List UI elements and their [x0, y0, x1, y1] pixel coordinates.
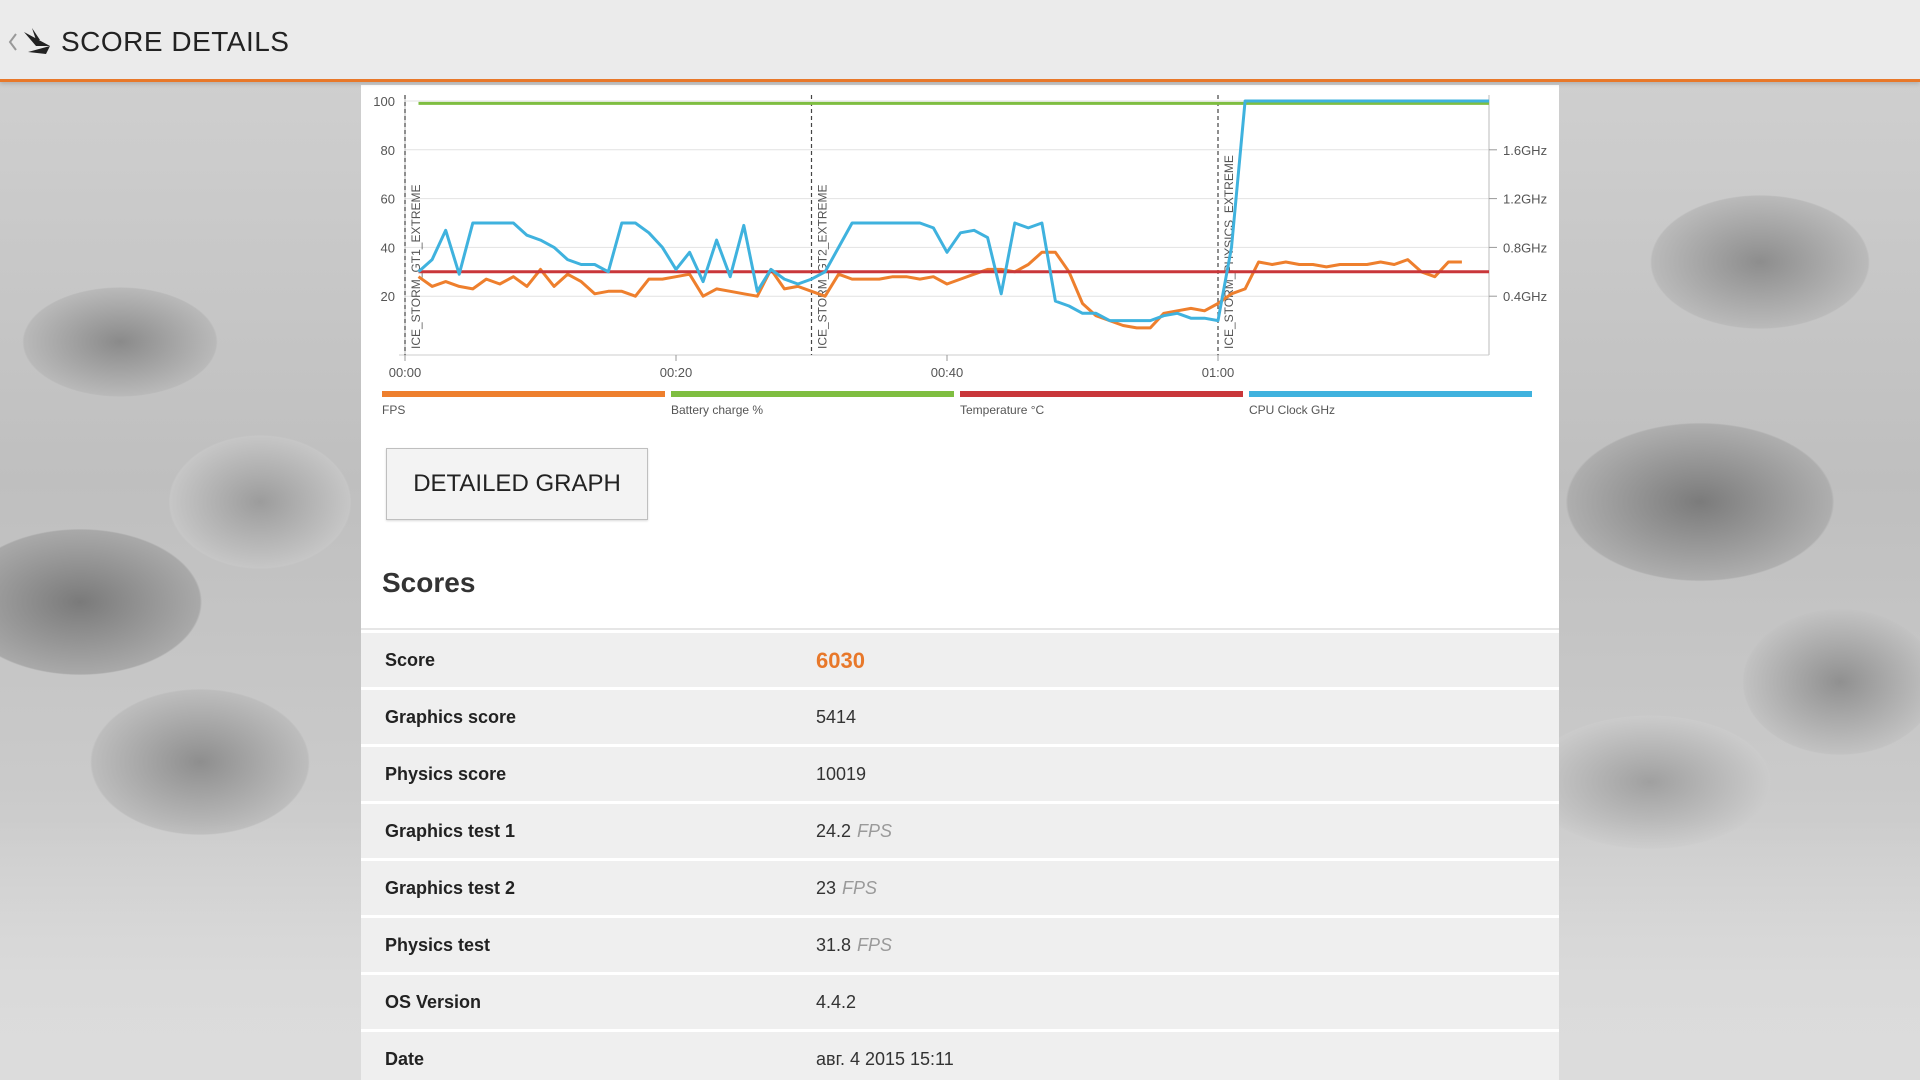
top-app-bar: SCORE DETAILS: [0, 0, 1920, 82]
row-key: Physics test: [385, 935, 491, 955]
row-key: Physics score: [385, 764, 507, 784]
row-value: 6030: [816, 648, 865, 674]
y-tick-label: 40: [381, 240, 395, 255]
divider: [361, 628, 1559, 630]
legend-swatch: [382, 391, 665, 397]
x-tick-label: 00:40: [931, 365, 964, 380]
table-row: Physics score 10019: [361, 747, 1559, 802]
value-text: 31.8: [816, 935, 852, 955]
y-tick-label: 100: [373, 94, 395, 109]
value-text: 5414: [816, 707, 857, 727]
scores-table: Score 6030 Graphics score 5414 Physics score…: [361, 633, 1559, 1080]
value-text: 23: [816, 878, 837, 898]
y-right-tick-label: 1.2GHz: [1503, 192, 1547, 207]
table-row: Graphics test 2 23 FPS: [361, 861, 1559, 916]
legend-label: CPU Clock GHz: [1249, 403, 1336, 417]
monitoring-chart: 100 80 60 40 20 1.6GHz 1.2GHz 0.8GHz 0.4GHz 00:00…: [373, 94, 1547, 380]
y-tick-label: 80: [381, 143, 395, 158]
table-row: Score 6030: [361, 633, 1559, 688]
legend-item: FPS: [382, 391, 665, 421]
value-unit: FPS: [842, 878, 878, 898]
row-key: Date: [385, 1049, 425, 1069]
value-text: 10019: [816, 764, 867, 784]
segment-label: ICE_STORM_GT1_EXTREME: [409, 185, 423, 349]
3dmark-logo-icon: [24, 28, 50, 54]
y-right-tick-label: 0.8GHz: [1503, 240, 1547, 255]
x-tick-label: 00:20: [660, 365, 693, 380]
legend-item: Battery charge %: [671, 391, 954, 421]
detailed-graph-button[interactable]: DETAILED GRAPH: [386, 448, 648, 520]
row-key: OS Version: [385, 992, 482, 1012]
legend-swatch: [671, 391, 954, 397]
row-value: 4.4.2: [816, 992, 856, 1013]
row-value: авг. 4 2015 15:11: [816, 1049, 954, 1070]
row-key: Graphics test 2: [385, 878, 516, 898]
score-details-panel: 100 80 60 40 20 1.6GHz 1.2GHz 0.8GHz 0.4GHz 00:00…: [361, 85, 1559, 1080]
series-line-fps: [417, 250, 1462, 330]
row-value: 31.8 FPS: [816, 935, 892, 956]
x-tick-label: 01:00: [1202, 365, 1235, 380]
back-chevron-icon: [8, 28, 50, 54]
table-row: Graphics score 5414: [361, 690, 1559, 745]
value-unit: FPS: [857, 935, 893, 955]
row-key: Graphics test 1: [385, 821, 516, 841]
back-button[interactable]: [6, 24, 62, 60]
series-line-cpu-clock-ghz: [417, 99, 1489, 323]
y-right-tick-label: 1.6GHz: [1503, 143, 1547, 158]
table-row: Physics test 31.8 FPS: [361, 918, 1559, 973]
x-tick-label: 00:00: [389, 365, 422, 380]
legend-label: Temperature °C: [960, 403, 1045, 417]
legend-label: Battery charge %: [671, 403, 764, 417]
segment-label: ICE_STORM_GT2_EXTREME: [816, 185, 830, 349]
table-row: Graphics test 1 24.2 FPS: [361, 804, 1559, 859]
y-tick-label: 20: [381, 289, 395, 304]
table-row: OS Version 4.4.2: [361, 975, 1559, 1030]
legend-item: Temperature °C: [960, 391, 1243, 421]
value-text: 4.4.2: [816, 992, 857, 1012]
legend-label: FPS: [382, 403, 406, 417]
legend-item: CPU Clock GHz: [1249, 391, 1532, 421]
value-unit: FPS: [857, 821, 893, 841]
scores-heading: Scores: [382, 567, 476, 598]
value-text: 24.2: [816, 821, 852, 841]
row-key: Score: [385, 650, 436, 670]
row-value: 10019: [816, 764, 866, 785]
page-title: SCORE DETAILS: [61, 26, 290, 57]
row-value: 5414: [816, 707, 856, 728]
value-text: 6030: [816, 648, 865, 673]
row-value: 24.2 FPS: [816, 821, 892, 842]
legend-swatch: [1249, 391, 1532, 397]
row-value: 23 FPS: [816, 878, 877, 899]
y-tick-label: 60: [381, 192, 395, 207]
table-row: Date авг. 4 2015 15:11: [361, 1032, 1559, 1080]
y-right-tick-label: 0.4GHz: [1503, 289, 1547, 304]
value-text: авг. 4 2015 15:11: [816, 1049, 954, 1069]
legend-swatch: [960, 391, 1243, 397]
segment-label: ICE_STORM_PHYSICS_EXTREME: [1222, 155, 1236, 349]
row-key: Graphics score: [385, 707, 517, 727]
